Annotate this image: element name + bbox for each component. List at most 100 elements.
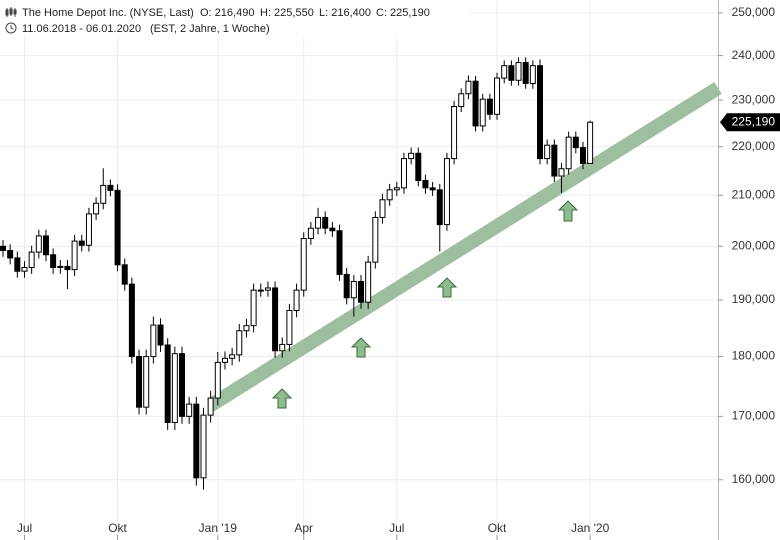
candle-body — [393, 187, 400, 191]
candle-body — [400, 158, 407, 189]
candle-body — [579, 147, 586, 164]
candle-body — [150, 324, 157, 358]
candle-body — [329, 227, 336, 232]
y-tick-label: 190,000 — [732, 292, 776, 306]
icon — [5, 7, 17, 34]
candle-body — [558, 168, 565, 177]
candle-body — [307, 227, 314, 240]
y-tick-label: 220,000 — [732, 139, 776, 153]
y-tick-label: 170,000 — [732, 409, 776, 423]
candle-body — [501, 65, 508, 79]
x-tick-label: Okt — [108, 521, 127, 535]
candle-body — [322, 216, 329, 229]
candle-body — [7, 250, 14, 259]
arrows — [271, 200, 579, 409]
candle-body — [529, 65, 536, 84]
ohlc: H: 225,550 — [260, 7, 314, 19]
candle-body — [422, 179, 429, 189]
candle-body — [42, 235, 49, 256]
candle-body — [214, 361, 221, 399]
candle-body — [257, 289, 264, 292]
candle-body — [379, 199, 386, 218]
arrow — [350, 337, 372, 358]
candle-body — [143, 356, 150, 408]
x-tick-label: Jul — [17, 521, 32, 535]
last-price-badge — [720, 113, 780, 132]
ohlc: O: 216,490 — [200, 7, 254, 19]
candle-body — [264, 287, 271, 291]
candle-body — [64, 265, 71, 271]
candle-body — [114, 189, 121, 266]
candle-body — [465, 80, 472, 95]
candle-body — [243, 325, 250, 332]
candle-body — [300, 238, 307, 291]
candle-body — [494, 77, 501, 115]
candle-body — [479, 98, 486, 127]
candle-body — [472, 80, 479, 127]
arrow — [271, 388, 293, 409]
candle-body — [551, 144, 558, 177]
candle-body — [443, 158, 450, 226]
candle-body — [221, 357, 228, 363]
candle-body — [279, 343, 286, 352]
trend-layer — [206, 81, 722, 412]
candle-body — [358, 280, 365, 303]
candle-body — [372, 216, 379, 263]
x-tick-label: Jul — [389, 521, 404, 535]
range-info: (EST, 2 Jahre, 1 Woche) — [150, 23, 270, 35]
candle-body — [71, 240, 78, 271]
x-tick-label: Jan '20 — [571, 521, 610, 535]
candle-body — [179, 353, 186, 417]
candle-body — [343, 273, 350, 299]
candle-body — [315, 216, 322, 229]
candle-body — [100, 184, 107, 204]
arrow — [557, 200, 579, 222]
date-range: 11.06.2018 - 06.01.2020 — [22, 23, 141, 35]
candle-body — [458, 93, 465, 108]
candle-body — [107, 184, 114, 191]
y-tick-label: 230,000 — [732, 92, 776, 106]
x-tick-label: Okt — [488, 521, 507, 535]
candle-body — [28, 251, 35, 268]
candle-body — [21, 266, 28, 272]
candle-body — [35, 235, 42, 253]
candle-body — [93, 202, 100, 215]
last-price-label: 225,190 — [732, 114, 776, 128]
candle-body — [293, 289, 300, 312]
candle-body — [365, 261, 372, 303]
arrow — [436, 277, 458, 298]
y-tick-label: 180,000 — [732, 349, 776, 363]
trend-band — [206, 81, 722, 412]
x-tick-label: Jan '19 — [199, 521, 238, 535]
candles — [0, 57, 594, 490]
candle-body — [386, 189, 393, 201]
candle-body — [415, 152, 422, 181]
candle-body — [572, 136, 579, 149]
y-tick-label: 160,000 — [732, 472, 776, 486]
ohlc: L: 216,400 — [319, 7, 371, 19]
candle-body — [164, 344, 171, 424]
candle-body — [587, 121, 594, 164]
candle-body — [336, 230, 343, 275]
candle-body — [207, 397, 214, 416]
candle-body — [136, 356, 143, 408]
candle-body — [286, 310, 293, 345]
ohlc: C: 225,190 — [376, 7, 430, 19]
candle-body — [128, 283, 135, 358]
candle-body — [171, 353, 178, 424]
candle-body — [78, 240, 85, 246]
candle-body — [186, 403, 193, 417]
x-tick-label: Apr — [294, 521, 313, 535]
candle-body — [14, 257, 21, 272]
candle-body — [408, 152, 415, 160]
candle-body — [121, 264, 128, 285]
candle-body — [236, 330, 243, 356]
candle-body — [565, 136, 572, 170]
candle-body — [451, 106, 458, 160]
candle-body — [229, 354, 236, 359]
candle-body — [486, 98, 493, 115]
title: The Home Depot Inc. (NYSE, Last) — [22, 7, 194, 19]
header-bg — [0, 0, 470, 38]
candle-body — [515, 62, 522, 81]
